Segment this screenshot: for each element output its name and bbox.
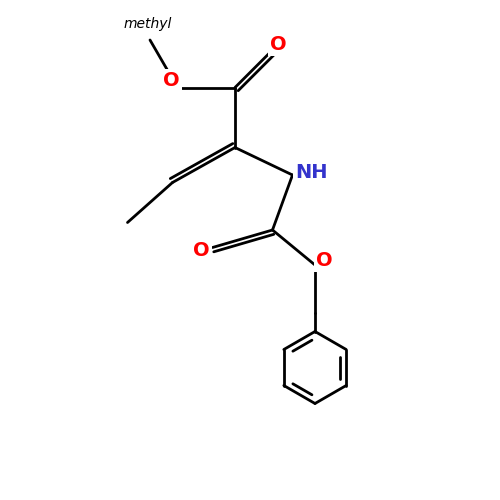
Text: methyl: methyl [124, 17, 172, 31]
Text: O: O [316, 252, 332, 270]
Text: O: O [270, 36, 287, 54]
Text: NH: NH [295, 163, 328, 182]
Text: O: O [193, 240, 210, 260]
Text: O: O [163, 70, 180, 90]
